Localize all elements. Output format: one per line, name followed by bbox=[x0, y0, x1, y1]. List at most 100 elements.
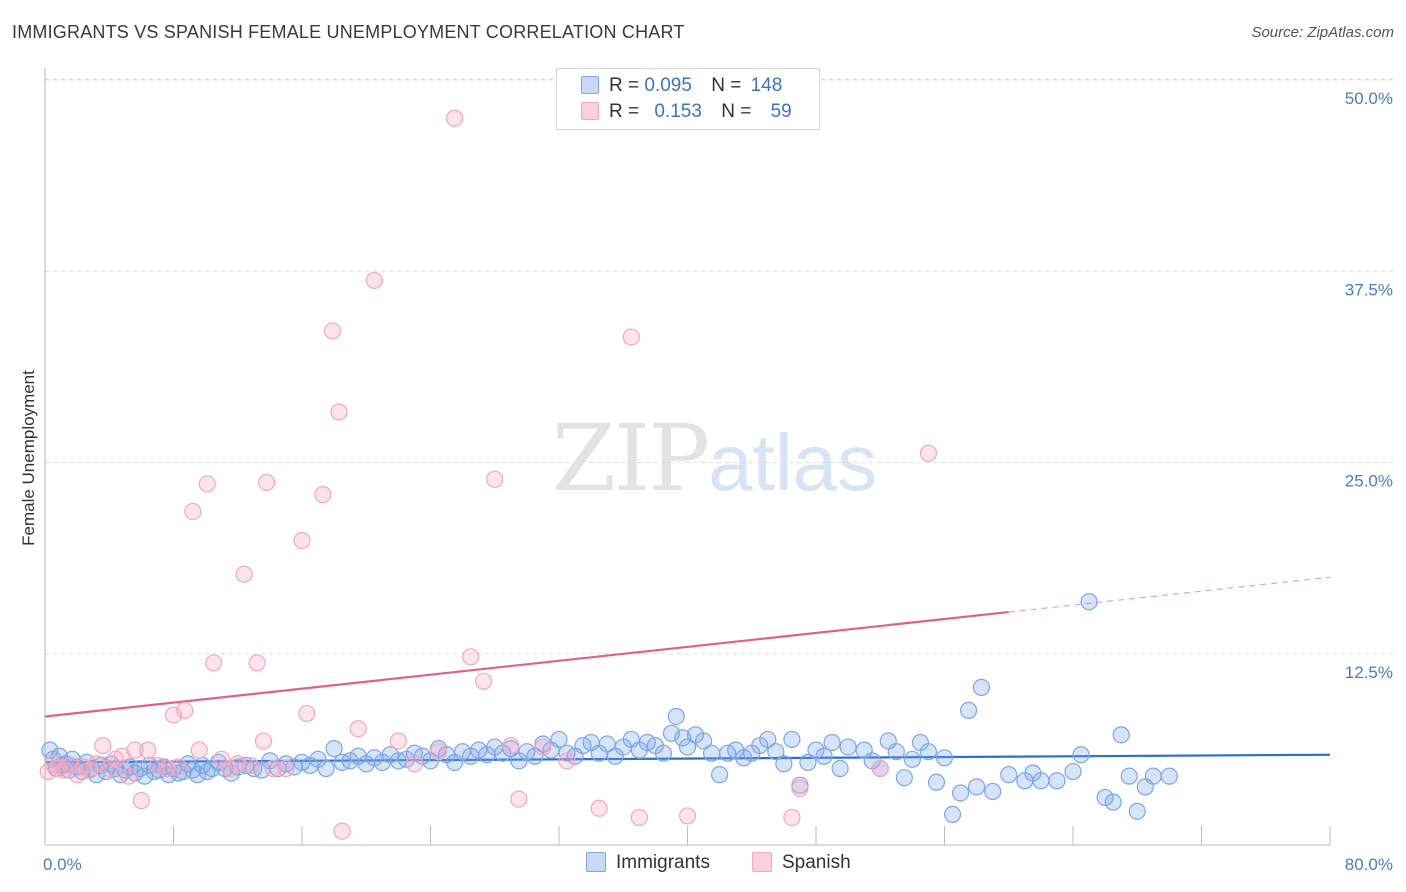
legend-n-value: 148 bbox=[750, 75, 783, 96]
bottom-legend-label-spanish: Spanish bbox=[782, 852, 851, 873]
trend-line-immigrants bbox=[44, 753, 1331, 764]
immigrants-point bbox=[1032, 772, 1050, 790]
immigrants-point bbox=[1080, 593, 1098, 611]
immigrants-point bbox=[935, 749, 954, 767]
watermark-zip: ZIP bbox=[552, 405, 710, 512]
immigrants-point bbox=[702, 744, 721, 762]
immigrants-point bbox=[184, 761, 202, 779]
spanish-point bbox=[190, 741, 208, 759]
y-axis-label: Female Unemployment bbox=[19, 370, 38, 546]
immigrants-point bbox=[198, 762, 216, 781]
immigrants-point bbox=[799, 753, 817, 771]
legend-n-label: N = bbox=[711, 75, 742, 96]
x-tick-label: 80.0% bbox=[1345, 855, 1393, 874]
immigrants-point bbox=[1104, 793, 1122, 811]
bottom-legend-swatch-immigrants bbox=[586, 852, 606, 872]
immigrants-point bbox=[598, 735, 616, 753]
spanish-point bbox=[81, 761, 99, 779]
immigrants-point bbox=[470, 741, 488, 759]
immigrants-point bbox=[1000, 766, 1018, 784]
spanish-point bbox=[365, 271, 383, 290]
spanish-point bbox=[630, 808, 648, 827]
spanish-point bbox=[184, 502, 202, 521]
y-tick-label: 25.0% bbox=[1345, 472, 1393, 491]
immigrants-point bbox=[815, 747, 833, 765]
spanish-point bbox=[389, 732, 407, 750]
spanish-point bbox=[333, 822, 351, 840]
trend-lines bbox=[44, 576, 1331, 764]
immigrants-point bbox=[662, 724, 681, 742]
spanish-point bbox=[791, 779, 809, 797]
immigrants-point bbox=[1096, 788, 1114, 807]
legend-row-immigrants: R = 0.095 N = 148 bbox=[581, 75, 782, 101]
spanish-point bbox=[277, 759, 295, 778]
immigrants-point bbox=[959, 701, 978, 719]
source-label: Source: ZipAtlas.com bbox=[1251, 24, 1394, 41]
legend-swatch-immigrants bbox=[581, 76, 599, 94]
spanish-point bbox=[783, 808, 801, 827]
legend-r-value: 0.095 bbox=[644, 75, 692, 96]
spanish-point bbox=[258, 473, 276, 491]
immigrants-point bbox=[839, 738, 857, 756]
legend-box: R = 0.095 N = 148 R = 0.153 N = 59 bbox=[556, 68, 820, 130]
spanish-point bbox=[462, 648, 480, 666]
immigrants-point bbox=[1064, 762, 1082, 781]
spanish-point bbox=[534, 738, 552, 756]
legend-r-value: 0.153 bbox=[654, 101, 702, 122]
immigrants-point bbox=[1120, 767, 1138, 785]
legend-n-label: N = bbox=[721, 101, 752, 122]
bottom-legend-spanish: Spanish bbox=[752, 852, 851, 874]
legend-r-label: R = bbox=[609, 101, 640, 122]
spanish-point bbox=[678, 807, 697, 825]
spanish-point bbox=[510, 790, 528, 808]
immigrants-point bbox=[919, 743, 938, 761]
spanish-point bbox=[100, 759, 118, 778]
spanish-point bbox=[229, 755, 247, 773]
y-tick-label: 50.0% bbox=[1345, 89, 1393, 108]
legend-row-spanish: R = 0.153 N = 59 bbox=[581, 101, 792, 127]
spanish-point bbox=[198, 475, 216, 493]
bottom-legend-immigrants: Immigrants bbox=[586, 852, 710, 874]
y-tick-label: 37.5% bbox=[1345, 280, 1393, 299]
spanish-point bbox=[502, 736, 520, 755]
immigrants-point bbox=[41, 741, 59, 759]
immigrants-point bbox=[711, 766, 729, 784]
spanish-points bbox=[39, 109, 938, 840]
spanish-point bbox=[264, 759, 282, 778]
spanish-point bbox=[169, 758, 187, 776]
immigrants-point bbox=[1144, 767, 1162, 785]
immigrants-point bbox=[188, 766, 207, 784]
immigrants-point bbox=[943, 805, 962, 824]
immigrants-point bbox=[984, 782, 1002, 801]
spanish-point bbox=[445, 109, 464, 127]
immigrants-point bbox=[674, 729, 692, 747]
spanish-point bbox=[94, 736, 112, 755]
immigrants-point bbox=[678, 738, 697, 756]
immigrants-point bbox=[831, 759, 849, 778]
legend-r-label: R = bbox=[609, 75, 640, 96]
spanish-point bbox=[590, 799, 608, 817]
immigrants-point bbox=[365, 749, 383, 767]
trend-line-spanish bbox=[44, 610, 1009, 718]
spanish-point bbox=[871, 759, 889, 778]
spanish-point bbox=[254, 732, 273, 750]
spanish-point bbox=[221, 759, 239, 778]
bottom-legend-swatch-spanish bbox=[752, 852, 772, 872]
immigrants-point bbox=[968, 778, 986, 796]
immigrants-point bbox=[1072, 746, 1090, 764]
immigrants-point bbox=[1048, 772, 1066, 790]
immigrants-point bbox=[667, 707, 685, 726]
y-tick-label: 12.5% bbox=[1345, 663, 1393, 682]
immigrants-point bbox=[518, 743, 536, 761]
immigrants-point bbox=[951, 784, 970, 802]
spanish-point bbox=[132, 792, 150, 810]
spanish-point bbox=[49, 759, 67, 778]
spanish-point bbox=[139, 741, 157, 759]
spanish-point bbox=[298, 704, 316, 723]
chart-title: IMMIGRANTS VS SPANISH FEMALE UNEMPLOYMEN… bbox=[12, 22, 685, 42]
immigrants-points bbox=[41, 593, 1178, 824]
spanish-point bbox=[330, 403, 348, 421]
spanish-point bbox=[323, 322, 342, 340]
trend-line-extension bbox=[1008, 576, 1331, 613]
